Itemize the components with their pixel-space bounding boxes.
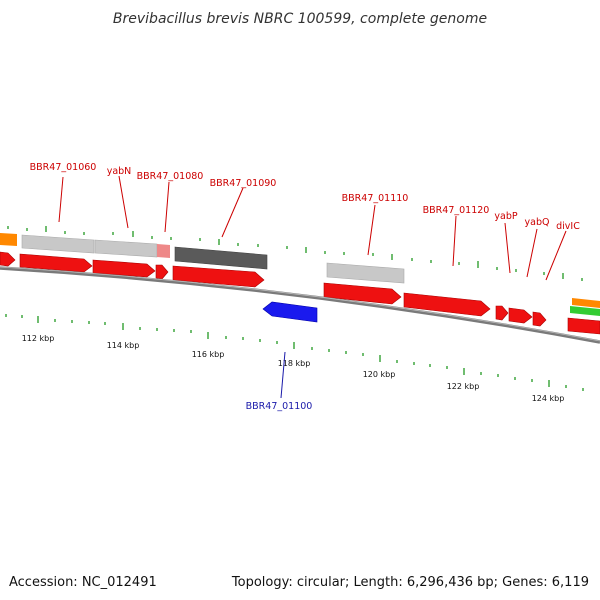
summary-text: Topology: circular; Length: 6,296,436 bp… [231, 575, 589, 590]
accession-text: Accession: NC_012491 [9, 575, 157, 590]
kbp-label: 118 kbp [278, 359, 311, 368]
gene-arrow[interactable] [155, 264, 169, 280]
gene-arrow[interactable] [403, 292, 491, 317]
gene-arrow[interactable] [172, 265, 265, 288]
gene-arrow[interactable] [495, 305, 509, 321]
gene-arrow[interactable] [92, 259, 156, 278]
orange-feature [0, 233, 17, 246]
gene-arrow[interactable] [19, 253, 93, 273]
dark-feature [174, 246, 268, 270]
gene-label-yabQ[interactable]: yabQ [525, 217, 550, 228]
pink-feature [157, 244, 170, 258]
grey-feature-1 [21, 234, 95, 254]
genome-backbone [0, 266, 600, 344]
lower-ticks [5, 314, 584, 391]
grey-feature-2 [94, 239, 158, 258]
orange-feature-right [572, 298, 600, 308]
kbp-label: 120 kbp [363, 370, 396, 379]
gene-arrow[interactable] [567, 317, 600, 335]
gene-label-divIC[interactable]: divIC [556, 221, 580, 232]
kbp-label: 122 kbp [447, 382, 480, 391]
green-feature-right [570, 306, 600, 316]
kbp-label: 112 kbp [22, 334, 55, 343]
feature-band-grey [0, 233, 600, 316]
gene-label-yabP[interactable]: yabP [494, 211, 517, 222]
gene-arrow[interactable] [323, 282, 402, 305]
gene-label-yabN[interactable]: yabN [107, 166, 132, 177]
gene-label-bbr47-01080[interactable]: BBR47_01080 [137, 171, 204, 182]
grey-feature-3 [326, 262, 405, 284]
kbp-label: 124 kbp [532, 394, 565, 403]
gene-label-bbr47-01060[interactable]: BBR47_01060 [30, 162, 97, 173]
kbp-label: 116 kbp [192, 350, 225, 359]
gene-label-bbr47-01090[interactable]: BBR47_01090 [210, 178, 277, 189]
kbp-labels: 112 kbp 114 kbp 116 kbp 118 kbp 120 kbp … [22, 334, 565, 403]
gene-label-bbr47-01110[interactable]: BBR47_01110 [342, 193, 409, 204]
kbp-label: 114 kbp [107, 341, 140, 350]
forward-genes [0, 251, 600, 335]
gene-arrow[interactable] [532, 311, 547, 327]
label-leaders [58, 175, 567, 281]
label-leader-reverse [280, 351, 286, 399]
gene-arrow[interactable] [508, 307, 533, 324]
map-title: Brevibacillus brevis NBRC 100599, comple… [113, 11, 487, 27]
gene-labels: BBR47_01060 yabN BBR47_01080 BBR47_01090… [30, 162, 581, 232]
reverse-gene-arrow[interactable] [262, 301, 318, 323]
upper-ticks [7, 226, 583, 281]
gene-arrow[interactable] [0, 251, 16, 267]
gene-label-bbr47-01100[interactable]: BBR47_01100 [246, 401, 313, 412]
gene-label-bbr47-01120[interactable]: BBR47_01120 [423, 205, 490, 216]
